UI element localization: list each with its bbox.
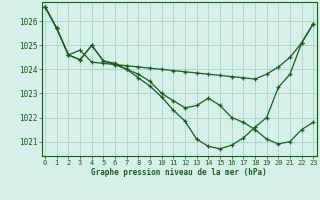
X-axis label: Graphe pression niveau de la mer (hPa): Graphe pression niveau de la mer (hPa) <box>91 168 267 177</box>
